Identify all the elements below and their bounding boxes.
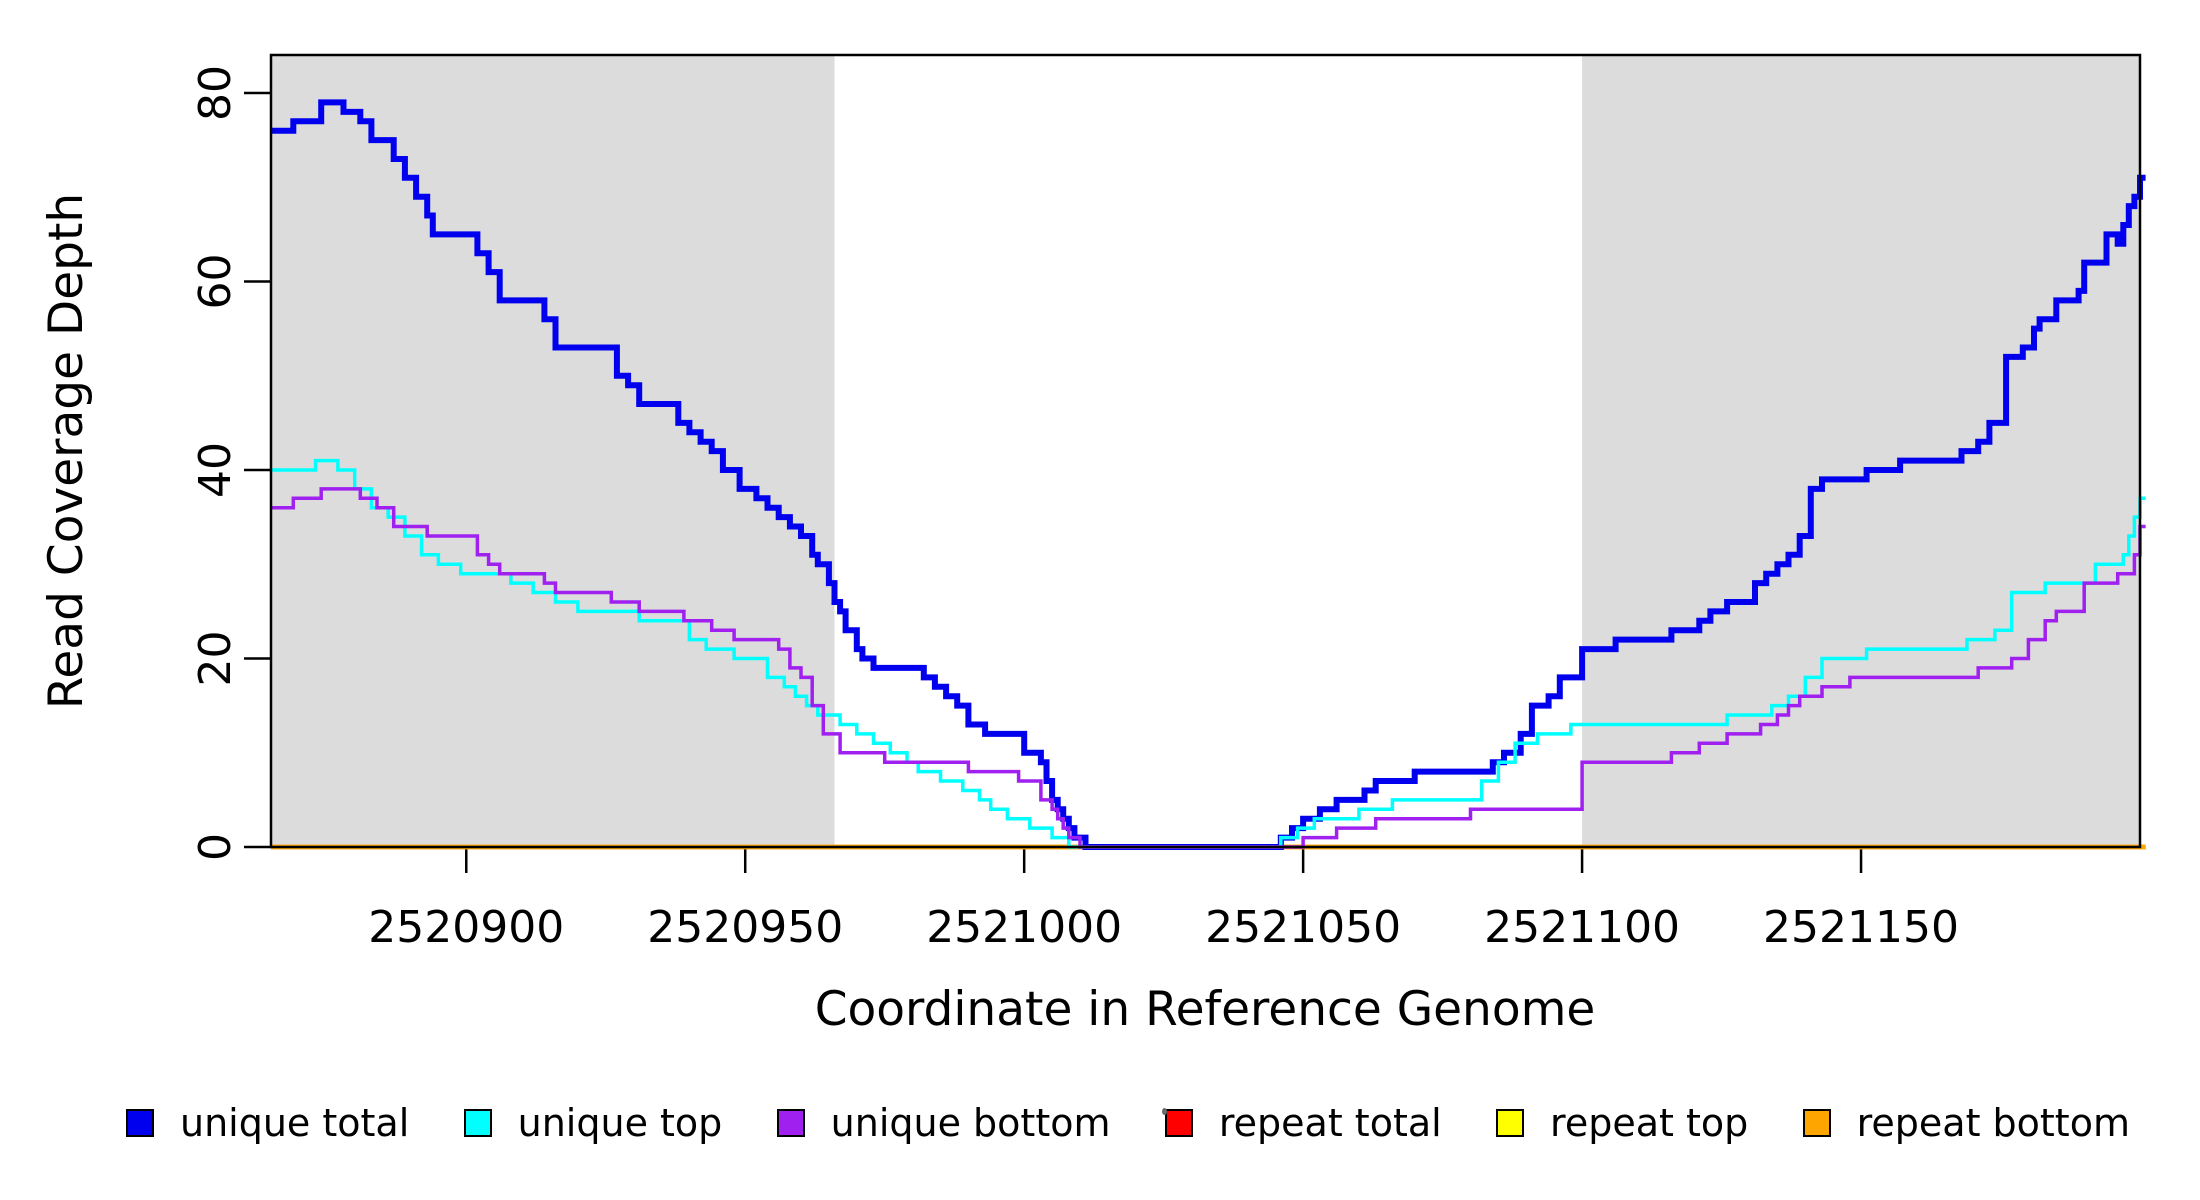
legend-swatch-repeat-bottom [1802,1109,1831,1137]
legend-label-unique-total: unique total [180,1101,410,1145]
x-tick-label: 2520900 [368,902,564,953]
legend-item-unique-top: unique top [463,1101,723,1145]
legend-item-repeat-bottom: repeat bottom [1802,1101,2130,1145]
x-tick-label: 2521050 [1205,902,1401,953]
x-tick-label: 2521100 [1484,902,1680,953]
legend-item-unique-bottom: unique bottom [776,1101,1111,1145]
legend-label-repeat-top: repeat top [1550,1101,1749,1145]
legend-item-unique-total: unique total [126,1104,409,1142]
y-tick-label: 80 [190,65,241,121]
legend-swatch-repeat-top [1496,1109,1525,1137]
x-tick-label: 2521000 [926,902,1122,953]
legend: unique total unique top unique bottom repea… [0,1104,2200,1142]
x-tick-label: 2521150 [1763,902,1959,953]
x-axis-title: Coordinate in Reference Genome [815,982,1596,1037]
legend-swatch-unique-top [463,1109,492,1137]
right-repeat-region [1582,55,2140,847]
y-tick-label: 60 [190,254,241,310]
stray-dot-artifact [1162,1108,1167,1115]
legend-item-repeat-total: repeat total [1164,1101,1442,1145]
series-unique-top [271,458,2146,849]
legend-swatch-unique-total [126,1109,154,1137]
y-tick-label: 40 [190,442,241,498]
y-axis-title: Read Coverage Depth [39,193,94,709]
left-repeat-region [271,55,835,847]
legend-label-unique-bottom: unique bottom [830,1101,1111,1145]
series-unique-bottom [271,487,2146,849]
y-tick-label: 0 [190,833,241,861]
series-unique-total [271,99,2146,850]
legend-swatch-unique-bottom [776,1109,805,1137]
x-tick-label: 2520950 [647,902,843,953]
legend-swatch-repeat-total [1164,1109,1193,1137]
plot-area: 2520900 2520950 2521000 2521050 2521100 25211… [190,53,2146,953]
y-tick-label: 20 [190,631,241,687]
plot-border [269,53,2142,849]
legend-label-repeat-bottom: repeat bottom [1856,1101,2130,1145]
legend-label-unique-top: unique top [517,1101,723,1145]
legend-label-repeat-total: repeat total [1218,1101,1442,1145]
legend-item-repeat-top: repeat top [1496,1104,1748,1142]
